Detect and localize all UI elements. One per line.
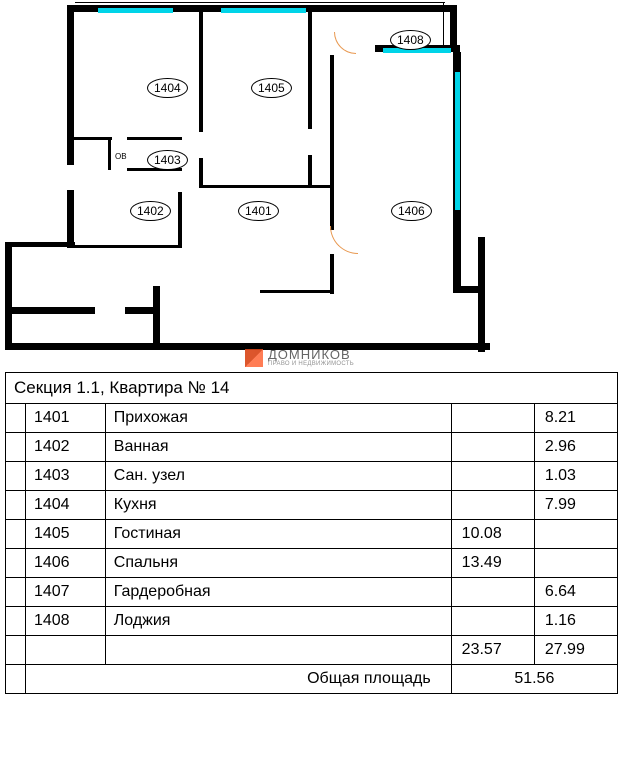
row-v1	[451, 462, 534, 491]
total-row: Общая площадь 51.56	[6, 665, 618, 694]
wall	[153, 286, 160, 344]
wall	[308, 12, 312, 129]
subtotal-row: 23.57 27.99	[6, 636, 618, 665]
table-row: 1401 Прихожая 8.21	[6, 404, 618, 433]
wall	[5, 307, 95, 314]
row-name: Прихожая	[105, 404, 451, 433]
row-v1: 10.08	[451, 520, 534, 549]
row-id: 1405	[25, 520, 105, 549]
room-label-1404: 1404	[147, 78, 188, 98]
row-id: 1402	[25, 433, 105, 462]
wall	[5, 242, 12, 350]
row-v2: 1.16	[534, 607, 617, 636]
wall-outline	[75, 2, 445, 3]
row-id: 1403	[25, 462, 105, 491]
table-row: 1407 Гардеробная 6.64	[6, 578, 618, 607]
wall	[199, 185, 311, 188]
watermark-icon	[245, 349, 263, 367]
wall	[330, 55, 334, 230]
total-value: 51.56	[451, 665, 617, 694]
wall	[178, 192, 182, 248]
wall	[260, 290, 334, 293]
row-id: 1401	[25, 404, 105, 433]
row-name: Ванная	[105, 433, 451, 462]
row-id: 1406	[25, 549, 105, 578]
table-row: 1403 Сан. узел 1.03	[6, 462, 618, 491]
row-id: 1408	[25, 607, 105, 636]
wall	[199, 12, 203, 132]
door-arc	[334, 32, 356, 54]
watermark: ДОМНИКОВ ПРАВО И НЕДВИЖИМОСТЬ	[245, 348, 354, 367]
wall	[330, 254, 334, 294]
window	[98, 8, 173, 13]
row-name: Сан. узел	[105, 462, 451, 491]
row-name: Гостиная	[105, 520, 451, 549]
table-row: 1402 Ванная 2.96	[6, 433, 618, 462]
wall	[108, 137, 111, 170]
small-label: ОВ	[115, 152, 127, 161]
wall	[67, 190, 74, 248]
wall-outline	[460, 52, 461, 287]
watermark-sub: ПРАВО И НЕДВИЖИМОСТЬ	[268, 361, 354, 367]
wall	[67, 245, 182, 248]
table-title: Секция 1.1, Квартира № 14	[6, 373, 618, 404]
row-v2	[534, 520, 617, 549]
row-v2: 6.64	[534, 578, 617, 607]
wall	[199, 158, 203, 188]
room-label-1402: 1402	[130, 201, 171, 221]
room-label-1401: 1401	[238, 201, 279, 221]
row-name: Гардеробная	[105, 578, 451, 607]
room-label-1406: 1406	[391, 201, 432, 221]
table-row: 1404 Кухня 7.99	[6, 491, 618, 520]
wall	[67, 5, 74, 165]
table-row: 1408 Лоджия 1.16	[6, 607, 618, 636]
door-arc	[330, 226, 358, 254]
row-id: 1407	[25, 578, 105, 607]
wall-outline	[443, 3, 444, 45]
wall	[127, 137, 182, 140]
table-row: 1405 Гостиная 10.08	[6, 520, 618, 549]
wall	[478, 237, 485, 352]
watermark-main: ДОМНИКОВ	[268, 348, 354, 361]
subtotal-v1: 23.57	[451, 636, 534, 665]
row-v1	[451, 491, 534, 520]
room-label-1403: 1403	[147, 150, 188, 170]
row-v2: 1.03	[534, 462, 617, 491]
table-title-row: Секция 1.1, Квартира № 14	[6, 373, 618, 404]
row-v1	[451, 433, 534, 462]
room-label-1405: 1405	[251, 78, 292, 98]
table-row: 1406 Спальня 13.49	[6, 549, 618, 578]
rooms-table: Секция 1.1, Квартира № 14 1401 Прихожая …	[5, 372, 618, 694]
floor-plan: 1401 1402 1403 1404 1405 1406 1408 ОВ	[0, 0, 623, 350]
row-name: Спальня	[105, 549, 451, 578]
row-v2: 7.99	[534, 491, 617, 520]
row-v2	[534, 549, 617, 578]
window	[455, 72, 460, 210]
row-v2: 2.96	[534, 433, 617, 462]
row-v1	[451, 404, 534, 433]
row-v1: 13.49	[451, 549, 534, 578]
wall	[5, 242, 75, 247]
wall	[450, 5, 457, 50]
wall	[308, 155, 312, 188]
window	[221, 8, 306, 13]
row-name: Кухня	[105, 491, 451, 520]
room-label-1408: 1408	[390, 30, 431, 50]
total-label: Общая площадь	[25, 665, 451, 694]
wall	[72, 137, 112, 140]
row-id: 1404	[25, 491, 105, 520]
row-v1	[451, 607, 534, 636]
row-name: Лоджия	[105, 607, 451, 636]
row-v1	[451, 578, 534, 607]
subtotal-v2: 27.99	[534, 636, 617, 665]
row-v2: 8.21	[534, 404, 617, 433]
